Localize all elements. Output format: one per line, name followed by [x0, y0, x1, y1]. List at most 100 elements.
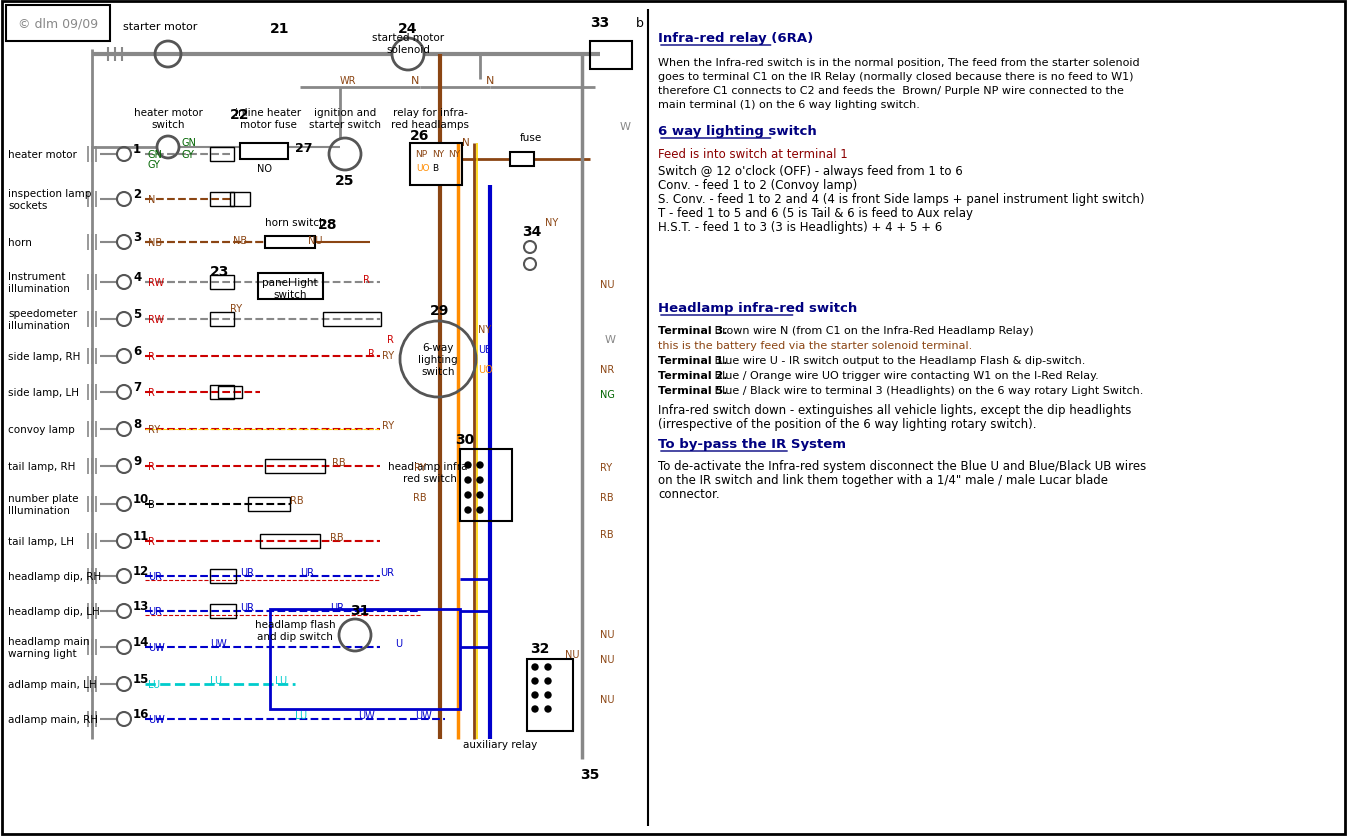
- Circle shape: [532, 678, 537, 684]
- Bar: [265, 460, 325, 473]
- Text: © dlm 09/09: © dlm 09/09: [18, 18, 98, 30]
- Text: GN: GN: [182, 138, 197, 148]
- Text: RB: RB: [290, 496, 303, 506]
- Text: GN: GN: [148, 150, 163, 160]
- Text: horn: horn: [8, 237, 32, 247]
- Text: heater motor
switch: heater motor switch: [133, 108, 202, 130]
- Circle shape: [546, 665, 551, 670]
- Text: NO: NO: [256, 164, 272, 174]
- Bar: [210, 148, 234, 162]
- Text: 6: 6: [133, 344, 141, 358]
- Text: R: R: [148, 537, 155, 547]
- Circle shape: [546, 706, 551, 712]
- Text: 6-way
lighting
switch: 6-way lighting switch: [418, 343, 458, 376]
- Text: convoy lamp: convoy lamp: [8, 425, 74, 435]
- Text: Blue / Orange wire UO trigger wire contacting W1 on the I-Red Relay.: Blue / Orange wire UO trigger wire conta…: [711, 370, 1099, 380]
- Text: UB: UB: [478, 344, 492, 354]
- Text: LU: LU: [148, 679, 160, 689]
- Circle shape: [477, 462, 484, 468]
- Text: UO: UO: [416, 164, 430, 173]
- Text: H.S.T. - feed 1 to 3 (3 is Headlights) + 4 + 5 + 6: H.S.T. - feed 1 to 3 (3 is Headlights) +…: [657, 221, 943, 234]
- Text: 11: 11: [133, 529, 150, 543]
- Text: R: R: [148, 352, 155, 361]
- Text: 29: 29: [430, 303, 450, 318]
- Text: RB: RB: [414, 492, 427, 502]
- Text: side lamp, LH: side lamp, LH: [8, 388, 79, 398]
- Text: To de-activate the Infra-red system disconnect the Blue U and Blue/Black UB wire: To de-activate the Infra-red system disc…: [657, 460, 1146, 472]
- Text: 30: 30: [455, 432, 474, 446]
- Text: 2: 2: [133, 188, 141, 201]
- Circle shape: [465, 477, 471, 483]
- Circle shape: [465, 507, 471, 513]
- Text: started motor
solenoid: started motor solenoid: [372, 33, 445, 54]
- Text: number plate
Illumination: number plate Illumination: [8, 493, 78, 515]
- Text: headlamp dip, LH: headlamp dip, LH: [8, 606, 100, 616]
- Bar: [248, 497, 290, 512]
- Bar: [459, 450, 512, 522]
- Text: 15: 15: [133, 672, 150, 686]
- Text: GY: GY: [148, 160, 160, 170]
- Bar: [323, 313, 381, 327]
- Bar: [218, 386, 242, 399]
- Text: UR: UR: [380, 568, 395, 578]
- Text: RB: RB: [599, 529, 614, 539]
- Text: tail lamp, LH: tail lamp, LH: [8, 537, 74, 547]
- Text: UR: UR: [148, 571, 162, 581]
- Text: 8: 8: [133, 417, 141, 431]
- Bar: [260, 534, 321, 548]
- Text: panel light
switch: panel light switch: [263, 278, 318, 299]
- Text: R: R: [387, 334, 393, 344]
- Text: WR: WR: [339, 76, 356, 86]
- Circle shape: [465, 462, 471, 468]
- Text: RY: RY: [383, 350, 395, 360]
- Circle shape: [546, 678, 551, 684]
- Text: Terminal 5.: Terminal 5.: [657, 385, 727, 395]
- Text: NB: NB: [233, 236, 247, 246]
- Circle shape: [477, 507, 484, 513]
- Text: UR: UR: [300, 568, 314, 578]
- Text: (irrespective of the position of the 6 way lighting rotary switch).: (irrespective of the position of the 6 w…: [657, 417, 1036, 431]
- Text: 1: 1: [133, 143, 141, 155]
- Text: headlamp infra-
red switch: headlamp infra- red switch: [388, 461, 471, 483]
- Text: RB: RB: [331, 457, 346, 467]
- Text: NB: NB: [148, 237, 162, 247]
- Text: inline heater
motor fuse: inline heater motor fuse: [234, 108, 302, 130]
- Bar: [240, 144, 288, 160]
- Text: 23: 23: [210, 265, 229, 278]
- Text: N: N: [148, 195, 155, 205]
- Text: B: B: [148, 499, 155, 509]
- Text: 31: 31: [350, 604, 369, 617]
- Text: starter motor: starter motor: [123, 22, 197, 32]
- Text: speedometer
illumination: speedometer illumination: [8, 308, 77, 330]
- Text: Terminal 1.: Terminal 1.: [657, 355, 727, 365]
- Text: goes to terminal C1 on the IR Relay (normally closed because there is no feed to: goes to terminal C1 on the IR Relay (nor…: [657, 72, 1133, 82]
- Circle shape: [532, 706, 537, 712]
- Text: heater motor: heater motor: [8, 150, 77, 160]
- Text: relay for infra-
red headlamps: relay for infra- red headlamps: [391, 108, 469, 130]
- Text: R: R: [368, 349, 374, 359]
- Text: 28: 28: [318, 217, 338, 232]
- Text: 13: 13: [133, 599, 150, 612]
- Text: 26: 26: [409, 129, 430, 143]
- Text: RY: RY: [230, 303, 242, 314]
- Text: 21: 21: [271, 22, 290, 36]
- Bar: [590, 42, 632, 70]
- Text: NR: NR: [599, 364, 614, 375]
- Text: Instrument
illumination: Instrument illumination: [8, 272, 70, 293]
- Text: R: R: [148, 461, 155, 472]
- Circle shape: [532, 692, 537, 698]
- Text: side lamp, RH: side lamp, RH: [8, 352, 81, 361]
- Text: RY: RY: [383, 421, 395, 431]
- Text: 27: 27: [295, 141, 313, 155]
- Text: 12: 12: [133, 564, 150, 578]
- Bar: [5, 6, 110, 42]
- Text: Terminal 3.: Terminal 3.: [657, 325, 727, 335]
- Circle shape: [465, 492, 471, 498]
- Bar: [527, 660, 572, 732]
- Text: NU: NU: [599, 694, 614, 704]
- Text: headlamp flash
and dip switch: headlamp flash and dip switch: [255, 619, 335, 641]
- Text: When the Infra-red switch is in the normal position, The feed from the starter s: When the Infra-red switch is in the norm…: [657, 58, 1140, 68]
- Bar: [210, 604, 236, 619]
- Text: NY: NY: [546, 217, 558, 227]
- Text: RY: RY: [599, 462, 612, 472]
